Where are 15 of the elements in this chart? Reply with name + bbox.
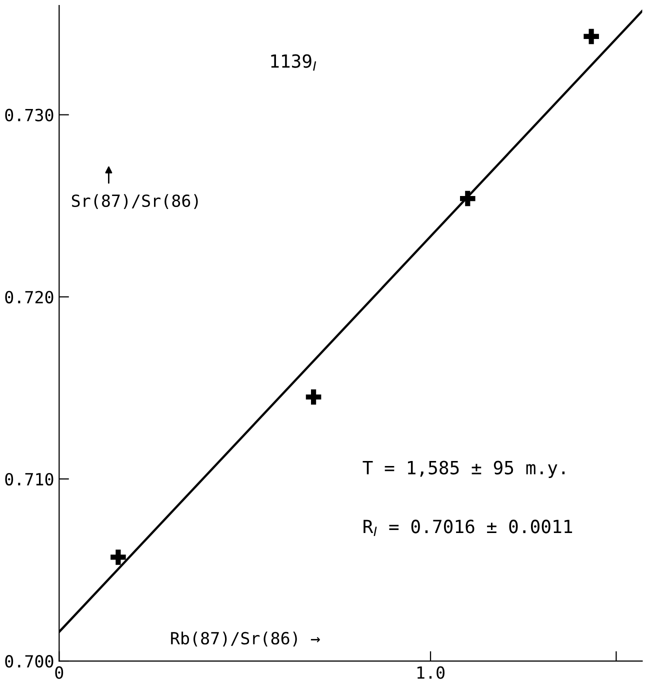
annotation: T = 1,585 ± 95 m.y.	[362, 460, 565, 478]
x-tick-label: 1.0	[417, 666, 444, 679]
y-tick-label: 0.700	[5, 655, 54, 668]
y-axis-title: Sr(87)/Sr(86)	[72, 194, 198, 210]
point	[110, 550, 126, 565]
x-tick-label: 0	[55, 666, 64, 679]
point	[460, 190, 476, 206]
y-tick-label: 0.710	[5, 472, 54, 486]
y-tick-label: 0.730	[5, 108, 54, 122]
point	[306, 389, 322, 405]
annotation: R$_{I}$ = 0.7016 ± 0.0011	[364, 520, 572, 536]
text: 1139$_{I}$	[271, 54, 316, 71]
point	[584, 28, 599, 44]
x-axis-title: Rb(87)/Sr(86) →	[171, 632, 320, 646]
y-tick-label: 0.720	[5, 290, 54, 304]
